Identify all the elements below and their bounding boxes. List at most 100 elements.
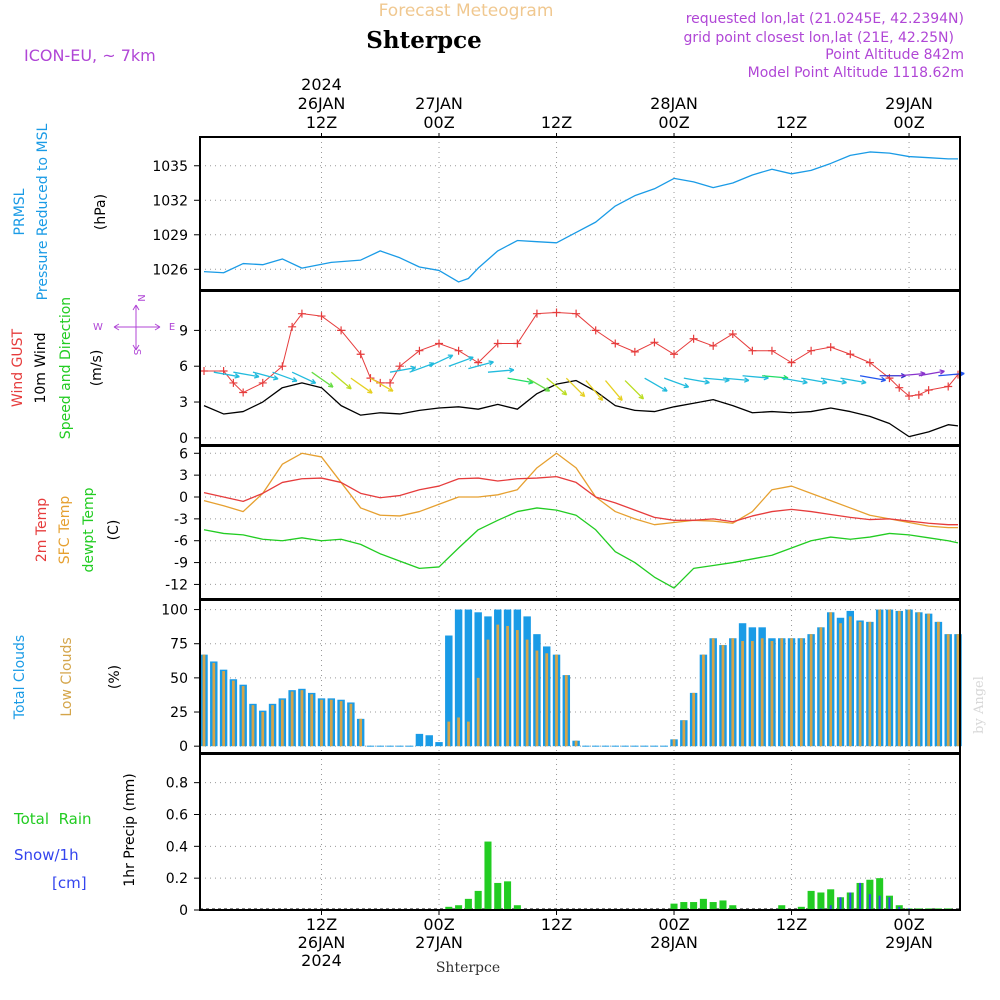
pressure-tick-label: 1035: [152, 159, 188, 175]
gust-point: [552, 308, 561, 317]
gust-point: [239, 388, 248, 397]
bottom-time-label: 12Z: [306, 915, 337, 934]
wind-speed-dir-label: Speed and Direction: [58, 297, 74, 439]
snow-bar: [829, 905, 832, 910]
gust-point: [905, 392, 914, 401]
low-cloud-bar: [574, 740, 578, 747]
precip-snow-label: Snow/1h: [14, 846, 79, 864]
low-cloud-bar: [711, 638, 715, 747]
bottom-time-label: 2024: [301, 951, 342, 970]
rain-bar: [680, 902, 688, 910]
low-cloud-bar: [780, 638, 784, 747]
clouds-tick-label: 25: [170, 705, 188, 721]
requested-coords: requested lon,lat (21.0245E, 42.2394N): [686, 11, 964, 27]
temp-2m-label: 2m Temp: [34, 498, 50, 562]
gust-point: [337, 326, 346, 335]
bottom-time-label: 00Z: [893, 915, 924, 934]
snow-bar: [859, 882, 862, 910]
clouds-tick-label: 50: [170, 671, 188, 687]
wind-arrow: [781, 377, 808, 385]
chart-title: Forecast Meteogram: [379, 1, 554, 21]
low-cloud-bar: [476, 677, 480, 747]
low-cloud-bar: [261, 712, 265, 747]
gust-point: [288, 322, 297, 331]
gust-point: [297, 309, 306, 318]
wind-arrow: [683, 377, 710, 385]
low-cloud-bar: [731, 638, 735, 747]
gust-point: [689, 334, 698, 343]
wind-arrow: [801, 377, 828, 385]
snow-bar: [898, 906, 901, 910]
total-cloud-bar: [425, 735, 433, 747]
compass-s: S: [131, 349, 142, 355]
low-cloud-bar: [897, 610, 901, 747]
low-cloud-bar: [760, 638, 764, 747]
low-cloud-bar: [515, 630, 519, 747]
location-title: Shterpce: [366, 27, 481, 54]
temp-tick-label: 3: [179, 468, 188, 484]
gust-point: [493, 339, 502, 348]
wind-arrow: [565, 377, 586, 398]
low-cloud-bar: [878, 609, 882, 747]
low-cloud-bar: [809, 634, 813, 747]
clouds-total-label: Total Clouds: [12, 635, 28, 720]
gust-point: [591, 326, 600, 335]
bottom-time-label: 12Z: [776, 915, 807, 934]
grid-point-coords: grid point closest lon,lat (21E, 42.25N): [683, 30, 954, 46]
wind-arrow: [859, 375, 887, 383]
rain-bar: [484, 841, 492, 910]
wind-arrow: [272, 371, 298, 383]
low-cloud-bar: [956, 634, 960, 747]
top-time-label: 00Z: [893, 113, 924, 132]
low-cloud-bar: [545, 653, 549, 747]
gust-point: [767, 346, 776, 355]
rain-bar: [690, 902, 698, 910]
wind-arrow: [526, 377, 551, 392]
temp-tick-label: 0: [179, 490, 188, 506]
pressure-tick-label: 1032: [152, 193, 188, 209]
compass-w: W: [93, 322, 103, 333]
pressure-tick-label: 1026: [152, 262, 188, 278]
gust-point: [728, 329, 737, 338]
wind-arrow: [428, 354, 454, 367]
gust-point: [454, 346, 463, 355]
rain-bar: [445, 906, 453, 910]
rain-bar: [807, 890, 815, 910]
temperature-panel: 6 3 0 -3 -6 -9 -12: [165, 445, 961, 600]
top-time-label: 00Z: [658, 113, 689, 132]
gust-point: [513, 339, 522, 348]
snow-bar: [839, 897, 842, 910]
gust-point: [630, 347, 639, 356]
pressure-label-reduced: Pressure Reduced to MSL: [35, 123, 51, 300]
low-cloud-bar: [672, 739, 676, 747]
wind-arrow: [840, 377, 867, 385]
low-cloud-bar: [888, 609, 891, 747]
temp-unit: (C): [106, 520, 122, 541]
snow-bar: [888, 897, 891, 910]
gust-point: [386, 378, 395, 387]
point-altitude: Point Altitude 842m: [825, 47, 964, 63]
total-cloud-bar: [454, 609, 463, 747]
gust-point: [865, 358, 874, 367]
top-time-label: 2024: [301, 75, 342, 94]
temp2m-line: [203, 475, 958, 526]
low-cloud-bar: [829, 612, 833, 747]
precip-tick-label: 0.2: [166, 871, 188, 887]
clouds-panel: 0 25 50 75 100: [161, 599, 962, 755]
gust-point: [807, 346, 816, 355]
temp-dewpt-label: dewpt Temp: [81, 487, 97, 572]
wind-arrow: [330, 371, 352, 390]
temp-sfc-label: SFC Temp: [57, 496, 73, 565]
pressure-panel: 1026 1029 1032 1035: [152, 136, 961, 291]
top-time-label: 26JAN: [298, 94, 346, 113]
gust-point: [415, 346, 424, 355]
wind-tick-label: 6: [179, 359, 188, 375]
low-cloud-bar: [564, 675, 568, 747]
rain-bar: [778, 905, 786, 910]
snow-bar: [868, 894, 871, 910]
low-cloud-bar: [535, 650, 539, 747]
wind-arrow: [233, 371, 260, 379]
low-cloud-bar: [329, 699, 333, 747]
clouds-tick-label: 0: [179, 739, 188, 755]
